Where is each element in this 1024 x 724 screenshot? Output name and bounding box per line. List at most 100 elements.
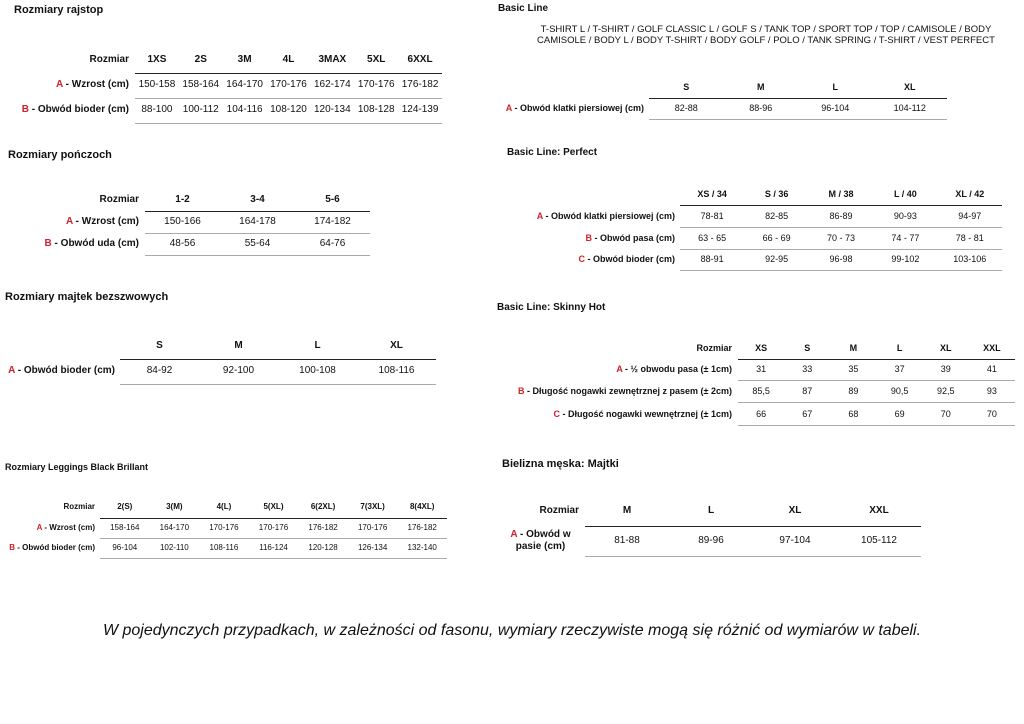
column-header: 5-6: [325, 194, 340, 205]
corner-label: Rozmiar: [63, 502, 95, 512]
table-cell: 37: [894, 363, 905, 374]
row-label: A - Wzrost (cm): [0, 523, 95, 532]
column-header: S: [683, 81, 690, 92]
column-header: M: [622, 505, 632, 516]
table-cell: 74 - 77: [891, 232, 920, 243]
row-rule: [738, 425, 1015, 426]
table-cell: 66: [756, 408, 767, 419]
row-label: B - Długość nogawki zewnętrznej z pasem …: [435, 386, 732, 396]
table-subtitle: T-SHIRT L / T-SHIRT / GOLF CLASSIC L / G…: [540, 24, 992, 35]
row-rule: [738, 402, 1015, 403]
table-cell: 104-112: [893, 102, 926, 113]
table-cell: 90-93: [893, 210, 917, 221]
row-letter: A: [510, 529, 518, 540]
row-label: A - Obwód bioder (cm): [0, 365, 115, 377]
table-cell: 105-112: [861, 535, 897, 546]
row-rule: [649, 118, 947, 120]
table-cell: 108-128: [357, 104, 395, 115]
table-cell: 94-97: [958, 210, 982, 221]
row-rule: [680, 270, 1002, 271]
table-cell: 41: [986, 363, 997, 374]
table-title: Basic Line: Skinny Hot: [497, 302, 606, 313]
column-header: XS: [755, 342, 768, 353]
table-cell: 158-164: [182, 79, 220, 90]
table-subtitle: CAMISOLE / BODY L / BODY T-SHIRT / BODY …: [537, 35, 995, 46]
row-label: A - Obwód klatki piersiowej (cm): [347, 103, 644, 113]
column-header: 8(4XL): [409, 502, 435, 512]
table-cell: 132-140: [407, 543, 437, 553]
column-header: S: [804, 342, 811, 353]
column-header: 2(S): [117, 502, 133, 512]
header-rule: [680, 205, 1002, 206]
table-cell: 124-139: [401, 104, 439, 115]
table-cell: 78 - 81: [955, 232, 984, 243]
table-cell: 170-176: [270, 79, 307, 90]
table-title: Rozmiary pończoch: [8, 149, 112, 161]
column-header: XL / 42: [955, 188, 985, 199]
column-header: L: [832, 81, 839, 92]
column-header: 3MAX: [318, 54, 347, 65]
row-label: B - Obwód pasa (cm): [378, 233, 675, 243]
table-cell: 84-92: [146, 365, 173, 376]
row-rule: [680, 249, 1002, 250]
row-label: A - Obwód klatki piersiowej (cm): [378, 211, 675, 221]
table-cell: 116-124: [259, 543, 288, 553]
table-cell: 170-176: [357, 79, 395, 90]
column-header: 6(2XL): [310, 502, 336, 512]
column-header: 3M: [237, 54, 252, 65]
row-label: A - Wzrost (cm): [0, 79, 129, 91]
table-cell: 63 - 65: [698, 232, 727, 243]
table-cell: 96-104: [821, 102, 850, 113]
table-cell: 164-170: [226, 79, 263, 90]
table-cell: 150-158: [138, 79, 176, 90]
table-cell: 120-128: [308, 543, 338, 553]
row-letter: A: [536, 210, 543, 221]
table-cell: 88-91: [700, 253, 724, 264]
table-cell: 99-102: [891, 253, 920, 264]
corner-label: Rozmiar: [99, 194, 139, 205]
table-cell: 102-110: [159, 543, 189, 553]
row-label-text: - ½ obwodu pasa (± 1cm): [622, 363, 732, 374]
row-label: B - Obwód uda (cm): [0, 238, 139, 250]
table-cell: 158-164: [110, 523, 140, 533]
column-header: L / 40: [893, 188, 917, 199]
row-letter: B: [585, 232, 592, 243]
column-header: 7(3XL): [360, 502, 385, 512]
table-title: Rozmiary majtek bezszwowych: [5, 291, 169, 303]
table-cell: 176-182: [308, 523, 338, 533]
table-cell: 164-170: [159, 523, 190, 533]
column-header: XL: [788, 505, 802, 516]
column-header: XS / 34: [697, 188, 727, 199]
column-header: M: [234, 340, 243, 351]
row-rule: [120, 383, 436, 385]
column-header: L: [314, 340, 321, 351]
column-header: 1XS: [147, 54, 167, 65]
table-cell: 150-166: [164, 216, 201, 227]
table-cell: 174-182: [314, 216, 351, 227]
table-title: Rozmiary Leggings Black Brillant: [5, 462, 149, 472]
table-cell: 66 - 69: [762, 232, 791, 243]
table-cell: 103-106: [953, 253, 987, 264]
table-cell: 88-96: [749, 102, 773, 113]
column-header: S / 36: [764, 188, 789, 199]
table-cell: 97-104: [779, 535, 811, 546]
row-rule: [135, 97, 442, 99]
header-rule: [738, 358, 1015, 360]
row-label-text: - Długość nogawki wewnętrznej (± 1cm): [560, 408, 732, 419]
table-cell: 82-88: [674, 102, 698, 113]
table-cell: 164-178: [239, 216, 276, 227]
table-cell: 69: [894, 408, 905, 419]
header-rule: [120, 358, 436, 360]
row-label-text: - Wzrost (cm): [62, 79, 129, 90]
table-cell: 89: [848, 385, 859, 396]
row-rule: [145, 255, 370, 256]
table-cell: 93: [986, 385, 997, 396]
column-header: L: [896, 342, 903, 353]
table-cell: 170-176: [209, 523, 239, 533]
row-letter: B: [44, 238, 52, 249]
column-header: L: [707, 505, 715, 516]
row-label-text: - Obwód bioder (cm): [585, 253, 676, 264]
row-label-text: - Obwód w pasie (cm): [515, 529, 571, 552]
table-cell: 70 - 73: [826, 232, 855, 243]
